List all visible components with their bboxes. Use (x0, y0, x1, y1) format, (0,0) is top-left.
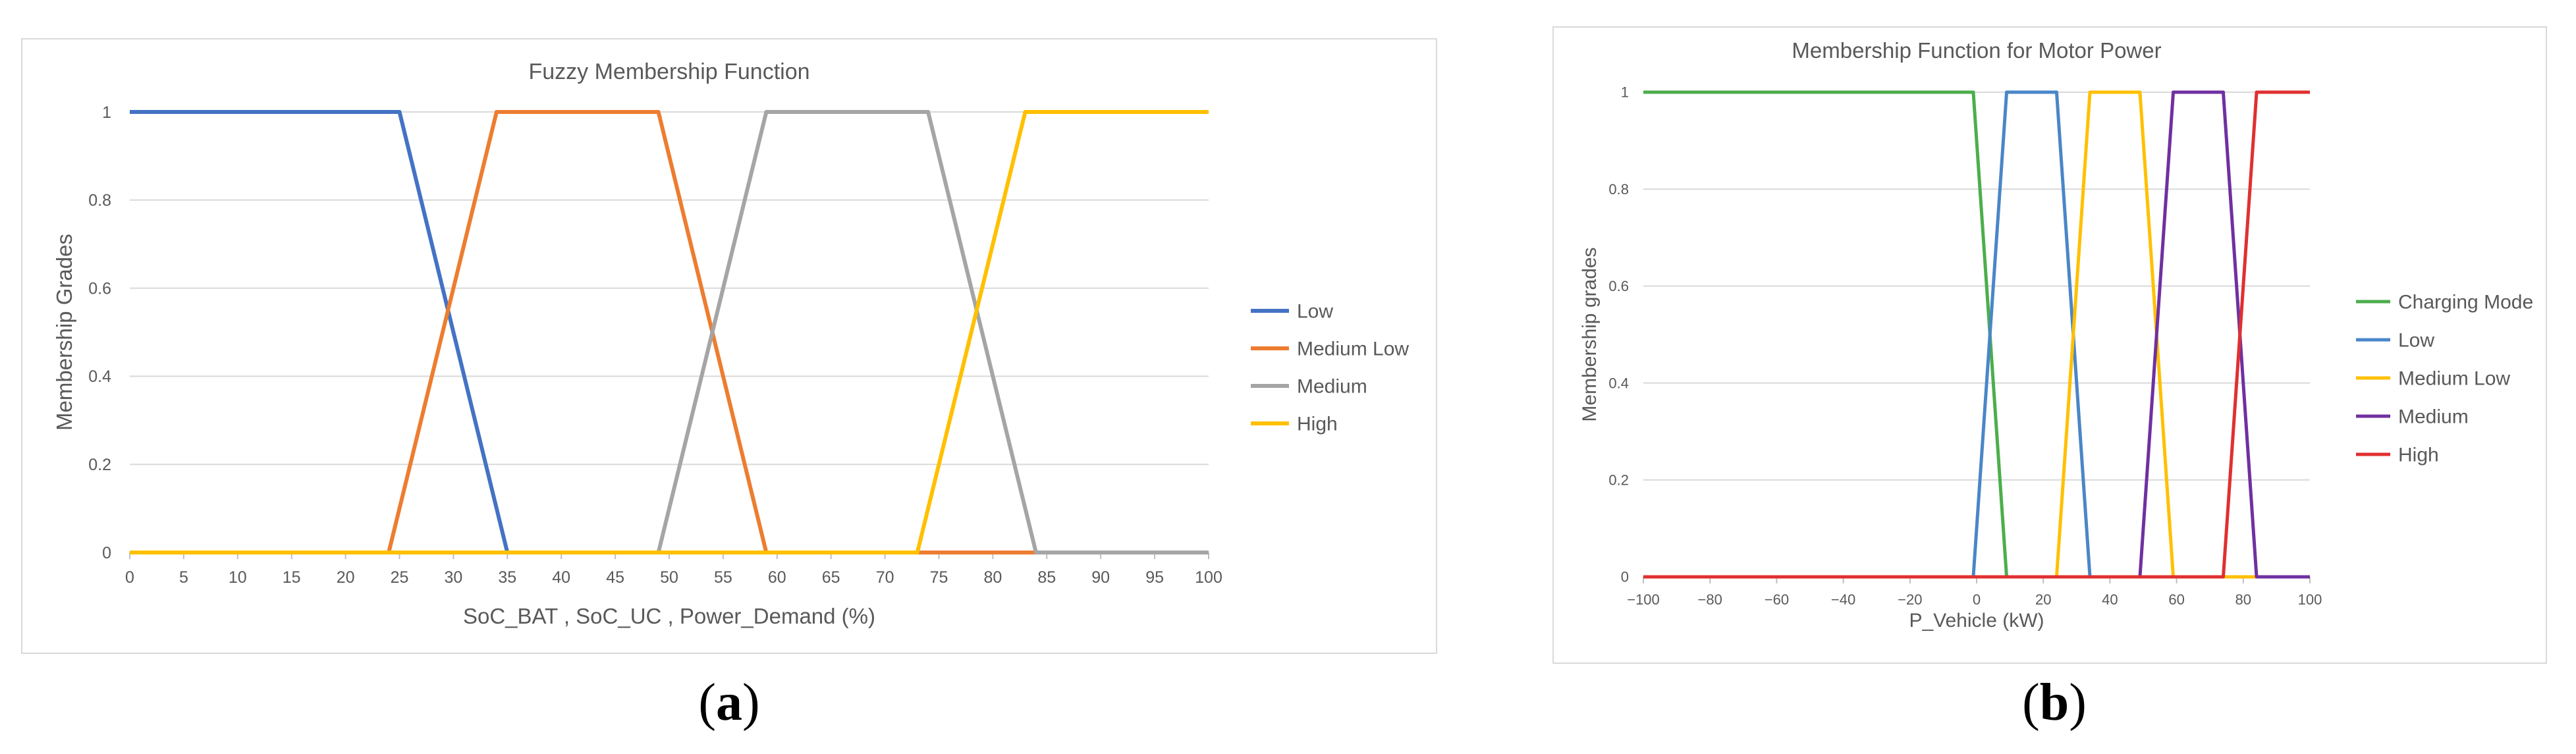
chart-b: Membership Function for Motor Power 0 0.2 0… (1579, 38, 2533, 632)
x-tick-label: −80 (1698, 591, 1722, 608)
y-tick-label: 0.6 (88, 279, 111, 298)
caption-a-letter: a (716, 674, 742, 732)
series-line-2 (130, 110, 1209, 554)
y-tick-label: 0.2 (1608, 472, 1629, 489)
legend-label: Medium Low (2398, 368, 2510, 390)
legend-label: Low (2398, 330, 2434, 352)
y-tick-label: 0.6 (1608, 278, 1629, 294)
x-tick-label: 10 (229, 568, 247, 587)
x-axis-label: SoC_BAT , SoC_UC , Power_Demand (%) (463, 604, 875, 628)
x-tick-label: 65 (822, 568, 840, 587)
y-axis-label: Membership grades (1579, 247, 1601, 421)
x-tick-label: 100 (1195, 568, 1222, 587)
x-tick-label: 55 (714, 568, 732, 587)
x-tick-label: 20 (2035, 591, 2051, 608)
x-tick-label: 40 (2102, 591, 2118, 608)
x-tick-label: −60 (1765, 591, 1789, 608)
x-tick-label: −100 (1627, 591, 1660, 608)
y-tick-label: 1 (102, 103, 111, 122)
x-axis-label: P_Vehicle (kW) (1909, 610, 2044, 632)
series-line-2 (1643, 90, 2310, 579)
y-tick-label: 0.4 (88, 367, 111, 386)
x-tick-label: 30 (444, 568, 462, 587)
x-tick-label: 15 (283, 568, 301, 587)
x-tick-label: 90 (1091, 568, 1110, 587)
legend-label: Medium (2398, 406, 2469, 428)
x-tick-label: 0 (125, 568, 134, 587)
y-tick-label: 0.8 (1608, 181, 1629, 198)
legend-label: Charging Mode (2398, 292, 2533, 313)
x-tick-label: 25 (391, 568, 409, 587)
x-tick-label: 95 (1145, 568, 1164, 587)
x-tick-label: 50 (660, 568, 678, 587)
series-line-3 (130, 110, 1209, 554)
x-tick-label: 40 (552, 568, 570, 587)
series-line-0 (1643, 90, 2310, 579)
x-tick-label: 35 (498, 568, 516, 587)
chart-a: Fuzzy Membership Function00.20.40.60.810… (52, 59, 1409, 628)
x-tick-label: 80 (2235, 591, 2251, 608)
chart-a-panel: Fuzzy Membership Function 0 0.2 0.4 0.6 0.8 1 0… (21, 38, 1437, 654)
x-tick-label: 100 (2298, 591, 2322, 608)
legend-label: High (1297, 414, 1338, 435)
x-tick-label: 80 (983, 568, 1002, 587)
x-tick-label: 75 (930, 568, 948, 587)
legend-label: High (2398, 444, 2439, 466)
y-tick-label: 0.4 (1608, 375, 1629, 391)
x-tick-label: 70 (876, 568, 894, 587)
legend-label: Medium (1297, 376, 1367, 398)
x-tick-label: 5 (179, 568, 188, 587)
series-line-4 (1643, 90, 2310, 579)
x-tick-label: 0 (1973, 591, 1981, 608)
x-tick-label: 60 (768, 568, 786, 587)
chart-title: Fuzzy Membership Function (528, 59, 809, 84)
x-tick-label: 45 (606, 568, 624, 587)
series-line-1 (130, 110, 1209, 554)
legend-label: Medium Low (1297, 338, 1409, 360)
y-tick-label: 0 (1621, 569, 1629, 585)
caption-b: (b) (2022, 674, 2087, 732)
y-tick-label: 1 (1621, 84, 1629, 101)
series-line-1 (1643, 90, 2310, 579)
x-tick-label: 20 (337, 568, 355, 587)
y-tick-label: 0 (102, 544, 111, 562)
caption-a: (a) (698, 674, 760, 732)
legend-label: Low (1297, 301, 1333, 323)
caption-b-letter: b (2039, 674, 2069, 732)
y-axis-label: Membership Grades (52, 234, 76, 431)
chart-b-panel: Membership Function for Motor Power 0 0.2 0… (1552, 26, 2547, 664)
y-tick-label: 0.8 (88, 192, 111, 210)
x-tick-label: 60 (2168, 591, 2184, 608)
x-tick-label: 85 (1037, 568, 1056, 587)
chart-title: Membership Function for Motor Power (1792, 38, 2161, 63)
series-line-3 (1643, 90, 2310, 579)
x-tick-label: −20 (1898, 591, 1922, 608)
series-line-0 (130, 110, 1209, 554)
y-tick-label: 0.2 (88, 456, 111, 474)
x-tick-label: −40 (1831, 591, 1855, 608)
